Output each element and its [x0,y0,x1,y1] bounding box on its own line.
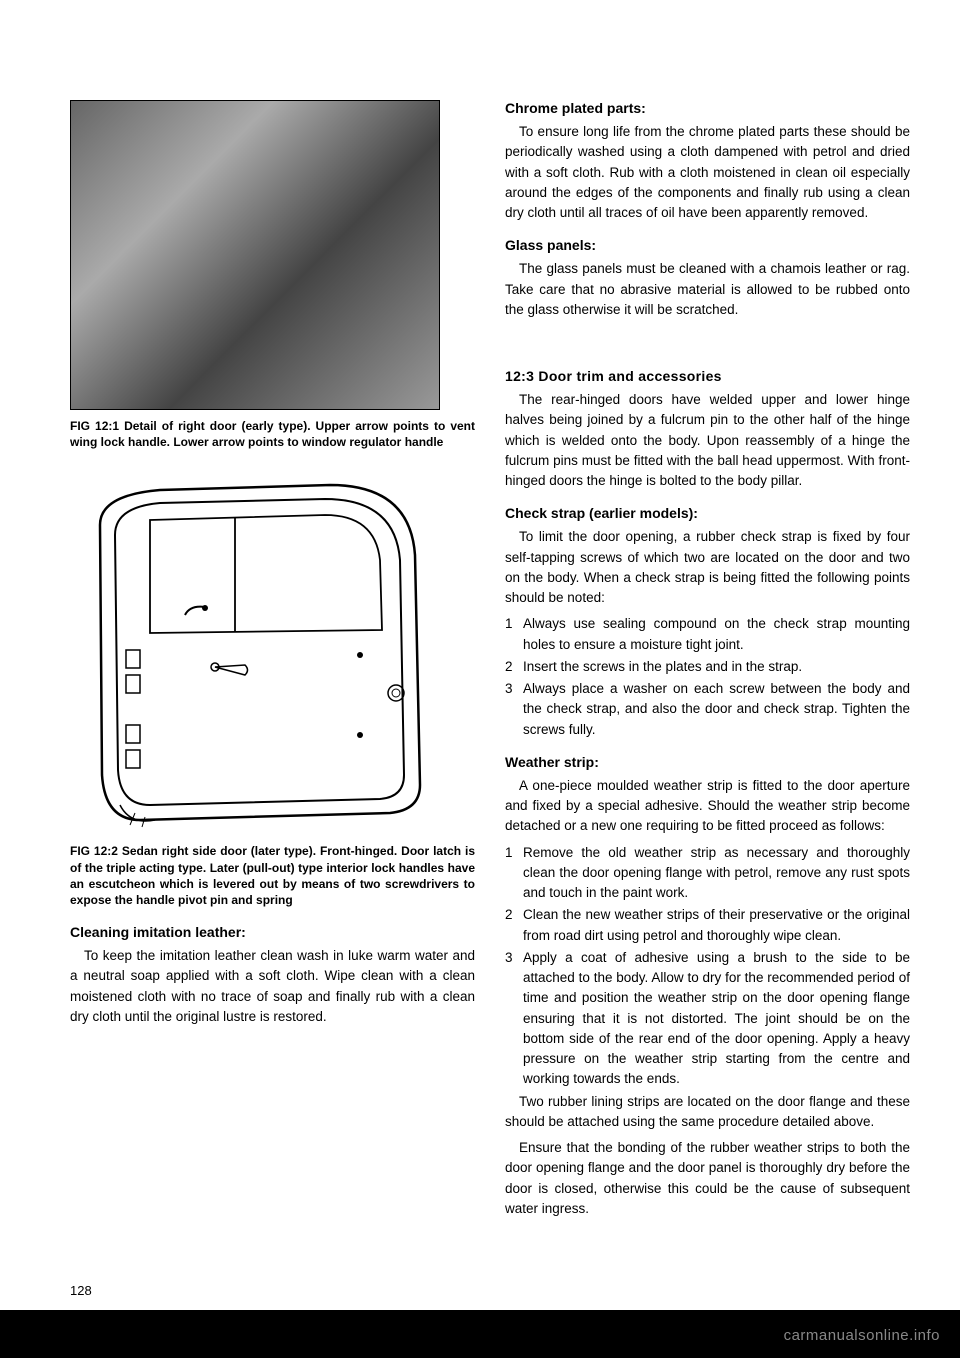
list-number: 1 [505,614,513,634]
check-item-3: 3 Always place a washer on each screw bet… [505,679,910,740]
list-text: Insert the screws in the plates and in t… [523,659,802,674]
chrome-body: To ensure long life from the chrome plat… [505,122,910,223]
list-text: Clean the new weather strips of their pr… [523,907,910,942]
left-column: FIG 12:1 Detail of right door (early typ… [70,100,475,1270]
weather-heading: Weather strip: [505,754,910,770]
weather-after-1: Two rubber lining strips are located on … [505,1092,910,1133]
figure-12-2-caption: FIG 12:2 Sedan right side door (later ty… [70,843,475,908]
check-body: To limit the door opening, a rubber chec… [505,527,910,608]
right-column: Chrome plated parts: To ensure long life… [505,100,910,1270]
list-text: Always use sealing compound on the check… [523,616,910,651]
list-number: 3 [505,679,513,699]
weather-item-2: 2 Clean the new weather strips of their p… [505,905,910,946]
check-heading: Check strap (earlier models): [505,505,910,521]
list-number: 1 [505,843,513,863]
weather-after-2: Ensure that the bonding of the rubber we… [505,1138,910,1219]
list-text: Remove the old weather strip as necessar… [523,845,910,901]
glass-body: The glass panels must be cleaned with a … [505,259,910,320]
check-item-2: 2 Insert the screws in the plates and in … [505,657,910,677]
page-number: 128 [70,1283,92,1298]
cleaning-heading: Cleaning imitation leather: [70,924,475,940]
trim-body: The rear-hinged doors have welded upper … [505,390,910,491]
trim-heading: 12:3 Door trim and accessories [505,368,910,384]
weather-item-1: 1 Remove the old weather strip as necessa… [505,843,910,904]
document-page: FIG 12:1 Detail of right door (early typ… [0,0,960,1310]
spacer [505,326,910,354]
watermark-text: carmanualsonline.info [784,1327,940,1344]
check-item-1: 1 Always use sealing compound on the chec… [505,614,910,655]
weather-item-3: 3 Apply a coat of adhesive using a brush … [505,948,910,1090]
figure-12-1-caption: FIG 12:1 Detail of right door (early typ… [70,418,475,450]
list-number: 2 [505,657,513,677]
weather-body: A one-piece moulded weather strip is fit… [505,776,910,837]
list-text: Always place a washer on each screw betw… [523,681,910,737]
glass-heading: Glass panels: [505,237,910,253]
list-number: 2 [505,905,513,925]
door-diagram-svg [70,475,440,835]
list-text: Apply a coat of adhesive using a brush t… [523,950,910,1087]
figure-12-1-photo [70,100,440,410]
cleaning-body: To keep the imitation leather clean wash… [70,946,475,1027]
chrome-heading: Chrome plated parts: [505,100,910,116]
figure-12-2-diagram [70,475,440,835]
list-number: 3 [505,948,513,968]
